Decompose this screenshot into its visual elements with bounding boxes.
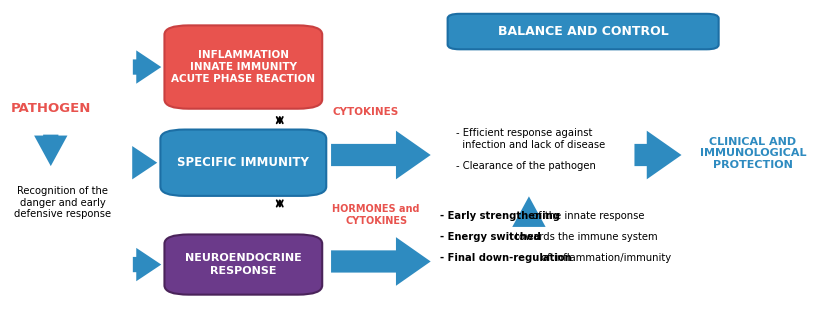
Text: - Energy switched: - Energy switched [440, 232, 541, 242]
Text: Recognition of the
danger and early
defensive response: Recognition of the danger and early defe… [14, 186, 111, 219]
Text: SPECIFIC IMMUNITY: SPECIFIC IMMUNITY [177, 156, 309, 169]
FancyBboxPatch shape [447, 14, 717, 49]
Text: of inflammation/immunity: of inflammation/immunity [537, 253, 670, 263]
FancyBboxPatch shape [165, 234, 322, 294]
Text: - Efficient response against
  infection and lack of disease: - Efficient response against infection a… [455, 128, 604, 150]
Text: towards the immune system: towards the immune system [512, 232, 657, 242]
FancyBboxPatch shape [161, 130, 326, 196]
Text: HORMONES and
CYTOKINES: HORMONES and CYTOKINES [332, 204, 419, 226]
Text: NEUROENDOCRINE
RESPONSE: NEUROENDOCRINE RESPONSE [185, 253, 301, 276]
Text: - Final down-regulation: - Final down-regulation [440, 253, 571, 263]
Text: of the innate response: of the innate response [529, 211, 645, 221]
FancyBboxPatch shape [165, 25, 322, 109]
Text: CLINICAL AND
IMMUNOLOGICAL
PROTECTION: CLINICAL AND IMMUNOLOGICAL PROTECTION [699, 137, 805, 170]
Text: - Clearance of the pathogen: - Clearance of the pathogen [455, 161, 595, 171]
Text: BALANCE AND CONTROL: BALANCE AND CONTROL [497, 25, 667, 38]
Text: CYTOKINES: CYTOKINES [332, 107, 398, 117]
Text: INFLAMMATION
INNATE IMMUNITY
ACUTE PHASE REACTION: INFLAMMATION INNATE IMMUNITY ACUTE PHASE… [171, 50, 315, 84]
Text: PATHOGEN: PATHOGEN [11, 102, 91, 115]
Text: - Early strengthening: - Early strengthening [440, 211, 559, 221]
